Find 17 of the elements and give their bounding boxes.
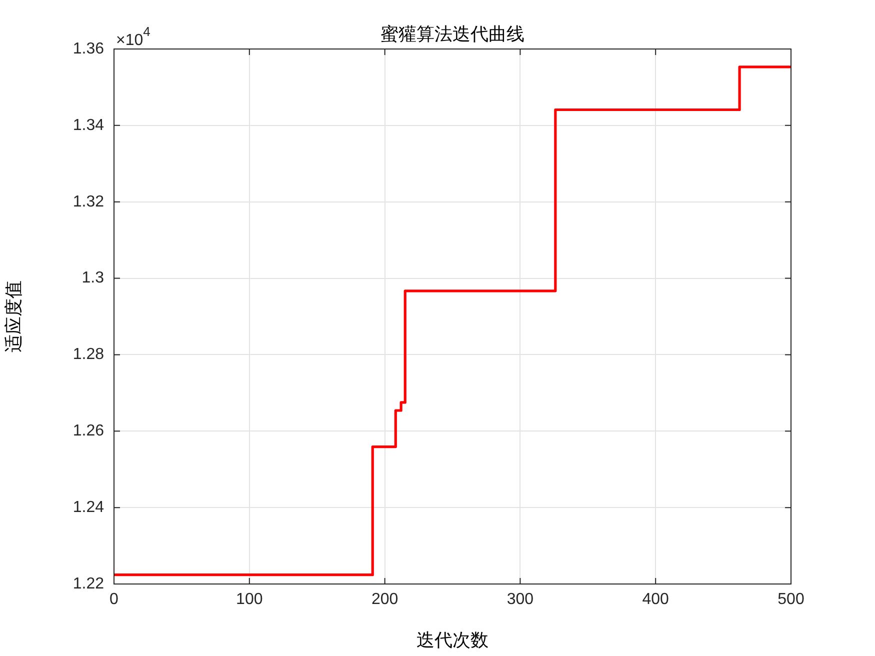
y-tick-label: 1.34	[72, 116, 104, 134]
x-tick-label: 0	[110, 591, 119, 608]
x-axis-title: 迭代次数	[416, 630, 488, 651]
x-tick-label: 500	[778, 591, 804, 608]
chart-title: 蜜獾算法迭代曲线	[380, 24, 524, 45]
x-tick-label: 300	[506, 591, 534, 608]
y-tick-label: 1.28	[72, 346, 104, 364]
y-tick-label: 1.22	[72, 575, 104, 592]
y-tick-label: 1.26	[72, 422, 104, 440]
y-tick-label: 1.3	[82, 270, 104, 287]
x-tick-label: 200	[371, 591, 398, 608]
x-tick-label: 400	[642, 591, 670, 608]
y-tick-label: 1.36	[72, 40, 104, 58]
y-tick-label: 1.24	[72, 498, 104, 516]
y-axis-title: 适应度值	[3, 280, 24, 352]
y-tick-label: 1.32	[72, 193, 104, 210]
x-tick-label: 100	[236, 591, 263, 608]
